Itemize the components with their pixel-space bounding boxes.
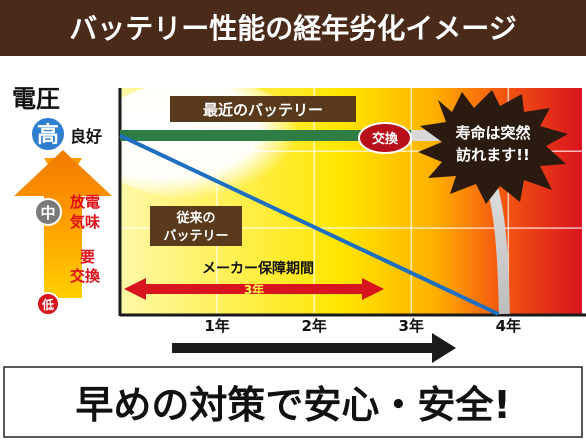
- level-mid-label: 中: [40, 204, 55, 222]
- warranty-title: メーカー保障期間: [202, 260, 314, 277]
- latest-battery-label: 最近のバッテリー: [203, 101, 323, 119]
- level-high-label: 高: [37, 122, 59, 148]
- exchange-label: 交換: [372, 131, 399, 147]
- conventional-battery-label-2: バッテリー: [163, 229, 228, 244]
- discharge-label-1: 放電: [69, 193, 100, 211]
- time-arrow: [172, 333, 456, 363]
- x-tick-label: 3年: [399, 317, 424, 335]
- warranty-value: 3年: [244, 282, 264, 297]
- y-axis-title: 電圧: [12, 85, 60, 113]
- x-tick-label: 2年: [301, 317, 326, 335]
- discharge-label-2: 気味: [70, 213, 100, 231]
- slogan-box: [3, 366, 583, 438]
- level-high-badge: [30, 116, 66, 152]
- latest-battery-label-box: [170, 96, 356, 122]
- level-low-badge: [36, 292, 60, 316]
- good-label: 良好: [70, 127, 102, 146]
- burst-text-1: 寿命は突然: [455, 124, 530, 142]
- warranty-arrow: [124, 278, 384, 300]
- voltage-up-arrow: [14, 150, 112, 298]
- x-ticks: 1年 2年 3年 4年: [204, 317, 521, 335]
- level-mid-badge: [34, 198, 62, 226]
- replace-label-1: 要: [80, 248, 95, 266]
- slogan-text: 早めの対策で安心・安全!: [75, 383, 510, 427]
- series-line-conventional-battery: [119, 133, 500, 316]
- header-title: バッテリー性能の経年劣化イメージ: [69, 12, 516, 45]
- replace-label-2: 交換: [70, 267, 101, 285]
- burst-text-2: 訪れます!!: [456, 146, 530, 164]
- level-low-label: 低: [41, 297, 54, 312]
- lifespan-burst-callout: [418, 90, 568, 204]
- header-banner: [0, 0, 586, 56]
- x-tick-label: 4年: [496, 317, 521, 335]
- conventional-battery-label-box: [150, 206, 242, 246]
- exchange-badge: [358, 122, 412, 154]
- x-tick-label: 1年: [204, 317, 229, 335]
- conventional-battery-label-1: 従来の: [175, 210, 215, 226]
